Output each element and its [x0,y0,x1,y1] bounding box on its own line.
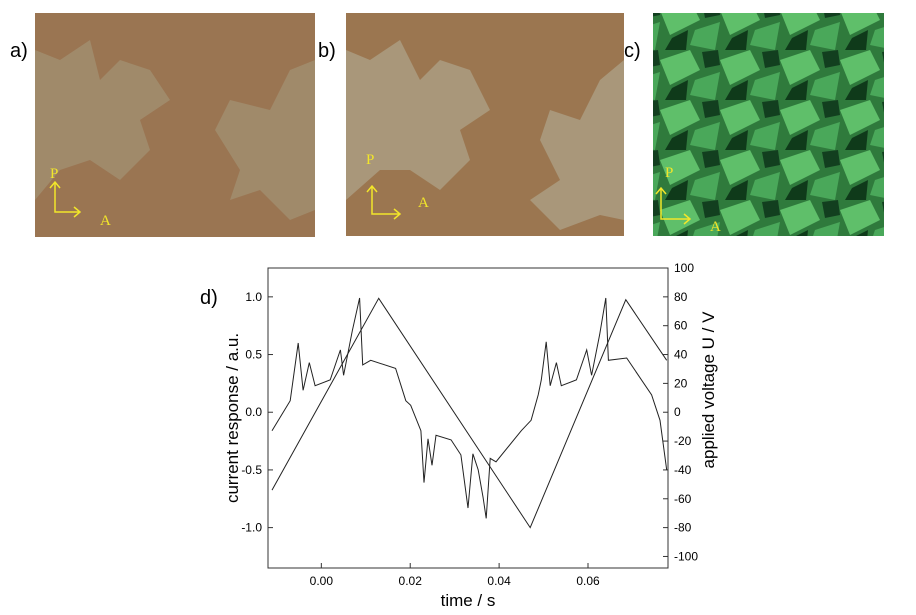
y-tick-label: 1.0 [245,290,262,304]
panel-label: c) [624,40,641,62]
y-tick-label: 0.5 [245,348,262,362]
y2-tick-label: -20 [674,434,692,448]
plot-frame [267,267,669,569]
y2-tick-label: 100 [674,261,694,275]
x-axis-title: time / s [441,591,496,610]
panel-label: d) [200,287,218,309]
polarizer-label: P [50,166,58,182]
y2-tick-label: -80 [674,521,692,535]
y-tick-label: 0.0 [245,405,262,419]
y2-tick-label: 60 [674,319,688,333]
x-tick-label: 0.00 [310,574,334,588]
panel-a [35,13,315,237]
data-line [271,297,668,519]
pa-arrows [49,180,692,225]
polarizer-label: P [366,152,374,168]
y2-tick-label: 80 [674,290,688,304]
x-tick-label: 0.02 [399,574,423,588]
y-tick-label: -1.0 [241,521,262,535]
panel-c [653,13,884,236]
y-axis-title: current response / a.u. [223,333,242,503]
analyzer-label: A [418,195,429,211]
y-tick-label: -0.5 [241,463,262,477]
y2-tick-label: -100 [674,549,698,563]
polarizer-label: P [665,165,673,181]
analyzer-label: A [100,213,111,229]
chart: d) time / s current response / a.u. appl… [200,261,718,610]
y2-tick-label: -40 [674,463,692,477]
y2-tick-label: 40 [674,348,688,362]
data-line [271,297,668,529]
y2-axis-title: applied voltage U / V [699,311,718,469]
panel-label: b) [318,40,336,62]
analyzer-label: A [710,219,721,235]
y2-tick-label: -60 [674,492,692,506]
x-tick-label: 0.04 [487,574,511,588]
panel-label: a) [10,40,28,62]
y2-tick-label: 20 [674,376,688,390]
panel-b [346,13,624,236]
y2-tick-label: 0 [674,405,681,419]
x-tick-label: 0.06 [576,574,600,588]
